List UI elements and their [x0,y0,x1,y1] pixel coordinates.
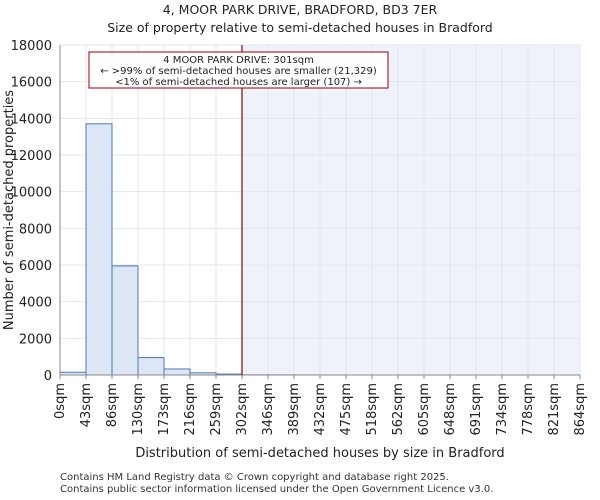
x-tick-label: 864sqm [573,383,588,436]
x-tick-label: 130sqm [131,383,146,436]
x-tick-label: 346sqm [261,383,276,436]
x-tick-label: 259sqm [209,383,224,436]
x-tick-label: 475sqm [339,383,354,436]
footer-licence: Contains public sector information licen… [60,484,494,495]
x-tick-label: 821sqm [547,383,562,436]
x-tick-label: 86sqm [105,383,120,427]
histogram-bar [163,368,191,376]
x-tick-label: 691sqm [469,383,484,436]
y-tick-label: 6000 [19,259,52,274]
y-tick-label: 0 [44,369,52,384]
x-tick-label: 734sqm [495,383,510,436]
histogram-bar [137,357,165,376]
footer-copyright: Contains HM Land Registry data © Crown c… [60,472,449,483]
chart-subtitle: Size of property relative to semi-detach… [107,20,493,35]
histogram-bar [85,123,113,376]
x-tick-label: 0sqm [53,383,68,419]
annotation-line: 4 MOOR PARK DRIVE: 301sqm [163,55,314,66]
x-tick-label: 648sqm [443,383,458,436]
x-axis-label: Distribution of semi-detached houses by … [135,446,504,461]
annotation-box [88,51,389,89]
y-tick-label: 2000 [19,332,52,347]
x-tick-label: 432sqm [313,383,328,436]
x-tick-label: 778sqm [521,383,536,436]
y-tick-label: 4000 [19,296,52,311]
x-tick-label: 173sqm [157,383,172,436]
x-tick-label: 302sqm [235,383,250,436]
y-tick-label: 8000 [19,222,52,237]
annotation-line: ← >99% of semi-detached houses are small… [100,66,377,77]
x-tick-label: 605sqm [417,383,432,436]
x-tick-label: 562sqm [391,383,406,436]
x-tick-label: 518sqm [365,383,380,436]
annotation-line: <1% of semi-detached houses are larger (… [115,77,362,88]
x-tick-label: 389sqm [287,383,302,436]
y-axis-label: Number of semi-detached properties [2,90,17,330]
x-tick-label: 43sqm [79,383,94,427]
y-tick-label: 10000 [11,186,52,201]
x-tick-label: 216sqm [183,383,198,436]
histogram-bar [111,265,139,376]
y-tick-label: 16000 [11,76,52,91]
larger-region-highlight [242,45,580,375]
chart-title: 4, MOOR PARK DRIVE, BRADFORD, BD3 7ER [162,2,438,17]
y-tick-label: 12000 [11,149,52,164]
y-tick-label: 18000 [11,39,52,54]
y-tick-label: 14000 [11,112,52,127]
